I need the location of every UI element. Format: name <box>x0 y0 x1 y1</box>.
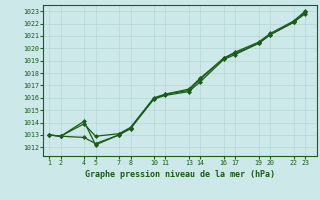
X-axis label: Graphe pression niveau de la mer (hPa): Graphe pression niveau de la mer (hPa) <box>85 170 275 179</box>
